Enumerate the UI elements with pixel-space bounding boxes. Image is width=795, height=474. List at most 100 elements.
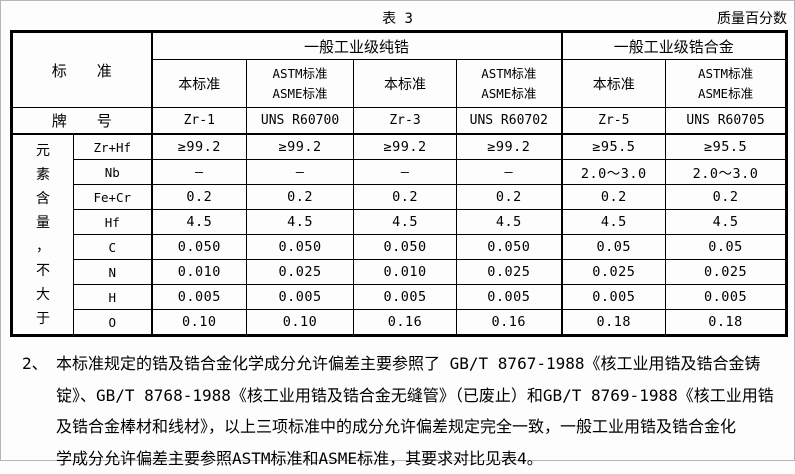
table-caption: 表 3: [1, 8, 794, 28]
column-header: ASTM标准 ASME标准: [457, 60, 562, 108]
value-cell: 4.5: [562, 210, 666, 235]
value-cell: 0.050: [354, 235, 457, 260]
element-name-cell: Fe+Cr: [74, 185, 152, 210]
value-cell: 0.2: [152, 185, 247, 210]
value-cell: ≥95.5: [666, 134, 787, 160]
element-name-cell: Zr+Hf: [74, 134, 152, 160]
value-cell: 0.005: [152, 285, 247, 310]
group-header-pure-zirconium: 一般工业级纯锆: [152, 32, 562, 60]
element-name-cell: Nb: [74, 160, 152, 185]
value-cell: 0.025: [457, 260, 562, 285]
note-line: 及锆合金棒材和线材》，以上三项标准中的成分允许偏差规定完全一致，一般工业用锆及锆…: [56, 411, 784, 443]
value-cell: 0.025: [247, 260, 354, 285]
element-name-cell: C: [74, 235, 152, 260]
column-header: 本标准: [354, 60, 457, 108]
value-cell: 4.5: [152, 210, 247, 235]
composition-table: 标 准 一般工业级纯锆 一般工业级锆合金 本标准 ASTM标准 ASME标准 本…: [10, 30, 788, 337]
note-marker: 2、: [22, 348, 48, 380]
value-cell: 0.010: [152, 260, 247, 285]
value-cell: 0.005: [247, 285, 354, 310]
value-cell: 0.005: [666, 285, 787, 310]
note-lines: 本标准规定的锆及锆合金化学成分允许偏差主要参照了 GB/T 8767-1988《…: [56, 348, 784, 474]
row-group-label-char: 不: [13, 259, 73, 283]
value-cell: 0.2: [562, 185, 666, 210]
value-cell: ≥99.2: [457, 134, 562, 160]
value-cell: 0.2: [457, 185, 562, 210]
value-cell: ≥99.2: [354, 134, 457, 160]
value-cell: 0.05: [666, 235, 787, 260]
value-cell: 4.5: [247, 210, 354, 235]
value-cell: 0.005: [562, 285, 666, 310]
grade-cell: Zr-3: [354, 108, 457, 135]
value-cell: 0.050: [152, 235, 247, 260]
column-header: ASTM标准 ASME标准: [247, 60, 354, 108]
column-header: 本标准: [562, 60, 666, 108]
grade-cell: UNS R60700: [247, 108, 354, 135]
value-cell: 0.005: [457, 285, 562, 310]
column-header: 本标准: [152, 60, 247, 108]
value-cell: 2.0～3.0: [562, 160, 666, 185]
value-cell: 0.2: [666, 185, 787, 210]
element-name-cell: H: [74, 285, 152, 310]
value-cell: 0.16: [354, 310, 457, 336]
value-cell: 4.5: [666, 210, 787, 235]
value-cell: 4.5: [457, 210, 562, 235]
value-cell: —: [457, 160, 562, 185]
grade-cell: UNS R60705: [666, 108, 787, 135]
value-cell: 4.5: [354, 210, 457, 235]
value-cell: 0.05: [562, 235, 666, 260]
value-cell: 0.050: [247, 235, 354, 260]
grade-cell: Zr-1: [152, 108, 247, 135]
group-header-zirconium-alloy: 一般工业级锆合金: [562, 32, 787, 60]
value-cell: ≥95.5: [562, 134, 666, 160]
grade-cell: Zr-5: [562, 108, 666, 135]
row-group-label-char: 素: [13, 163, 73, 187]
column-header: ASTM标准 ASME标准: [666, 60, 787, 108]
note-line: 本标准规定的锆及锆合金化学成分允许偏差主要参照了 GB/T 8767-1988《…: [56, 348, 784, 380]
value-cell: 0.18: [666, 310, 787, 336]
grade-cell: UNS R60702: [457, 108, 562, 135]
row-group-label: 元素含量，不大于: [12, 134, 74, 336]
row-group-label-char: 含: [13, 187, 73, 211]
row-group-label-char: 于: [13, 307, 73, 331]
value-cell: 0.18: [562, 310, 666, 336]
row-group-label-char: 元: [13, 139, 73, 163]
note-line: 锭》、GB/T 8768-1988《核工业用锆及锆合金无缝管》（已废止）和GB/…: [56, 380, 784, 412]
value-cell: 0.16: [457, 310, 562, 336]
element-name-cell: Hf: [74, 210, 152, 235]
value-cell: 2.0～3.0: [666, 160, 787, 185]
note-line: 学成分允许偏差主要参照ASTM标准和ASME标准，其要求对比见表4。: [56, 443, 784, 474]
row-group-label-char: ，: [13, 235, 73, 259]
value-cell: 0.005: [354, 285, 457, 310]
value-cell: —: [354, 160, 457, 185]
element-name-cell: N: [74, 260, 152, 285]
value-cell: 0.025: [562, 260, 666, 285]
element-name-cell: O: [74, 310, 152, 336]
row-group-label-char: 量: [13, 211, 73, 235]
corner-header: 标 准: [12, 32, 152, 108]
value-cell: —: [152, 160, 247, 185]
value-cell: 0.10: [152, 310, 247, 336]
value-cell: ≥99.2: [152, 134, 247, 160]
value-cell: 0.2: [354, 185, 457, 210]
value-cell: 0.050: [457, 235, 562, 260]
value-cell: 0.010: [354, 260, 457, 285]
value-cell: 0.10: [247, 310, 354, 336]
unit-note: 质量百分数: [717, 8, 787, 28]
value-cell: ≥99.2: [247, 134, 354, 160]
group-header-row: 标 准 一般工业级纯锆 一般工业级锆合金: [12, 32, 787, 60]
note-paragraph: 2、 本标准规定的锆及锆合金化学成分允许偏差主要参照了 GB/T 8767-19…: [1, 348, 784, 474]
grade-row: 牌 号 Zr-1 UNS R60700 Zr-3 UNS R60702 Zr-5…: [12, 108, 787, 135]
table-caption-row: 表 3 质量百分数: [1, 4, 794, 30]
grade-row-label: 牌 号: [12, 108, 152, 135]
value-cell: 0.025: [666, 260, 787, 285]
